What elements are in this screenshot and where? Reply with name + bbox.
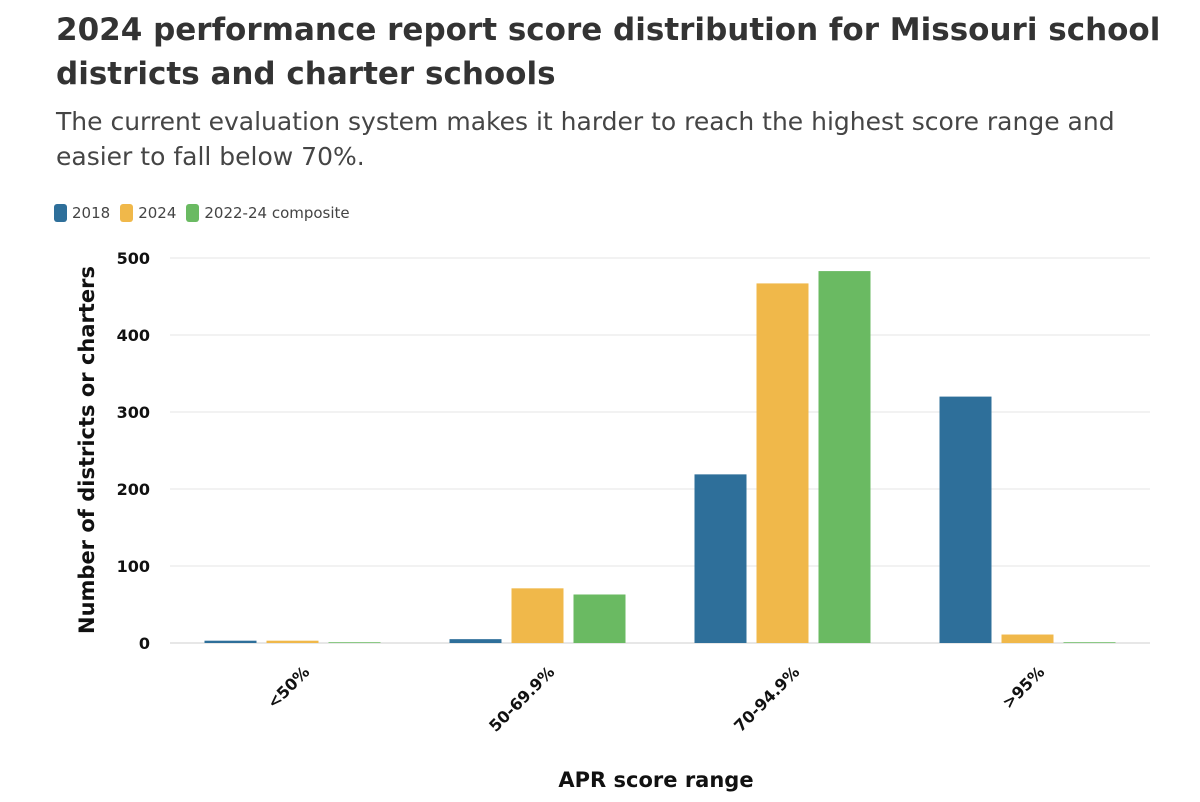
- y-tick-label-400: 400: [117, 326, 150, 345]
- bar-2018-0: [204, 640, 257, 643]
- y-tick-label-200: 200: [117, 480, 150, 499]
- bar-2022-24-composite-3: [1063, 642, 1116, 643]
- gridlines: [170, 257, 1150, 644]
- legend-swatch-2024: [120, 204, 134, 222]
- bar-2022-24-composite-2: [818, 271, 871, 643]
- axes: 0 100 200 300 400 500 <50% 50-69.9% 70-94.9% >95%: [117, 249, 1049, 736]
- bar-2024-0: [266, 640, 319, 643]
- x-tick-label-2: 70-94.9%: [730, 662, 803, 735]
- bar-2022-24-composite-1: [573, 594, 626, 643]
- legend-item-composite: 2022-24 composite: [186, 204, 350, 222]
- y-axis-title: Number of districts or charters: [75, 266, 99, 634]
- legend-label-composite: 2022-24 composite: [204, 204, 350, 222]
- x-tick-label-1: 50-69.9%: [485, 662, 558, 735]
- y-tick-label-100: 100: [117, 557, 150, 576]
- bar-2018-3: [939, 396, 992, 643]
- bar-2022-24-composite-0: [328, 642, 381, 643]
- chart-title: 2024 performance report score distributi…: [56, 12, 1161, 92]
- x-tick-label-3: >95%: [998, 662, 1048, 712]
- y-tick-label-0: 0: [139, 634, 150, 653]
- legend-item-2018: 2018: [54, 204, 110, 222]
- x-axis-title: APR score range: [558, 768, 753, 792]
- legend-swatch-2018: [54, 204, 67, 222]
- x-tick-label-0: <50%: [263, 662, 313, 712]
- y-tick-label-300: 300: [117, 403, 150, 422]
- bars: [204, 271, 1116, 643]
- legend-swatch-composite: [186, 204, 200, 222]
- bar-2024-3: [1001, 634, 1054, 643]
- legend-item-2024: 2024: [120, 204, 176, 222]
- chart-subtitle: The current evaluation system makes it h…: [56, 107, 1115, 171]
- bar-2018-1: [449, 639, 502, 643]
- bar-2024-1: [511, 588, 564, 643]
- chart-legend: 2018 2024 2022-24 composite: [54, 202, 360, 224]
- legend-label-2024: 2024: [138, 204, 177, 222]
- bar-2018-2: [694, 474, 747, 643]
- y-tick-label-500: 500: [117, 249, 150, 268]
- bar-2024-2: [756, 283, 809, 643]
- legend-label-2018: 2018: [72, 204, 111, 222]
